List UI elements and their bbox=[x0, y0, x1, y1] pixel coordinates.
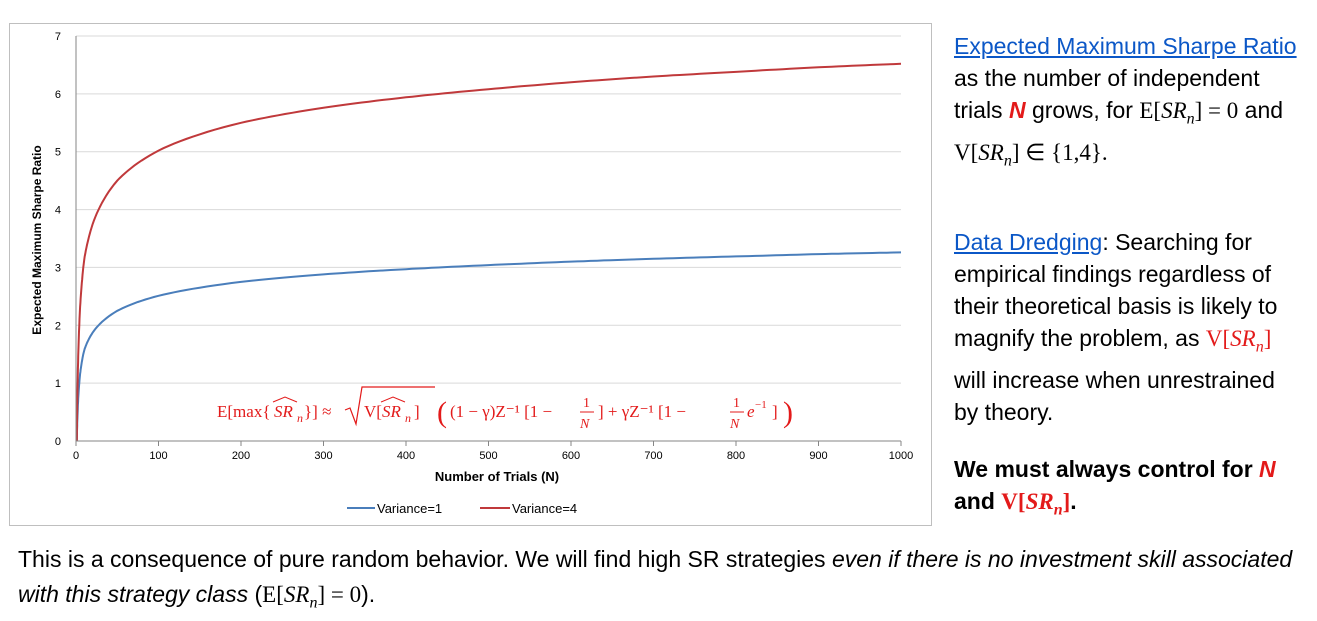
formula-term-1: (1 − γ)Z⁻¹ [1 − bbox=[450, 402, 552, 421]
bottom-math-b: ] = 0 bbox=[317, 582, 362, 607]
series-line-variance-1 bbox=[75, 251, 902, 442]
paragraph-expected-max-sharpe: Expected Maximum Sharpe Ratio as the num… bbox=[954, 30, 1299, 177]
bottom-sr: SR bbox=[283, 582, 310, 607]
legend-label-variance-1: Variance=1 bbox=[377, 501, 442, 516]
p3-math-b: ] bbox=[1062, 489, 1071, 514]
p1-text-b: grows, for bbox=[1025, 97, 1140, 123]
p2-sub: n bbox=[1255, 338, 1264, 356]
bottom-text-b: ( bbox=[248, 581, 263, 607]
x-tick-labels: 0 100 200 300 400 500 600 700 800 900 1000 bbox=[73, 441, 913, 462]
y-tick-label: 0 bbox=[55, 436, 61, 448]
x-tick-label: 700 bbox=[644, 450, 662, 462]
series-lines bbox=[75, 62, 902, 442]
p2-math-b: ] bbox=[1263, 326, 1272, 351]
p2-text-a: : Searching for empirical findings regar… bbox=[954, 229, 1278, 351]
p1-N: N bbox=[1008, 97, 1026, 123]
p1-sub-2: n bbox=[1003, 152, 1012, 170]
x-tick-label: 1000 bbox=[889, 450, 913, 462]
formula-hat-1 bbox=[272, 396, 298, 403]
formula-lhs: E[max{ bbox=[217, 402, 270, 421]
p1-math-c: V[ bbox=[954, 139, 979, 165]
formula-sqrt bbox=[344, 386, 435, 427]
p3-sr: SR bbox=[1025, 489, 1054, 514]
p1-math-a: E[ bbox=[1139, 98, 1162, 123]
paragraph-control: We must always control for N and V[SRn]. bbox=[954, 453, 1299, 527]
p2-text-b: will increase when unrestrained by theor… bbox=[954, 366, 1275, 425]
chart-svg: 0 1 2 3 4 5 6 7 0 100 200 300 400 500 600 700 800 900 100… bbox=[30, 31, 913, 516]
formula-term-2: ] + γZ⁻¹ [1 − bbox=[598, 402, 686, 421]
paragraph-data-dredging: Data Dredging: Searching for empirical f… bbox=[954, 226, 1299, 428]
formula-frac-2-den: N bbox=[729, 417, 740, 432]
formula-frac-1-den: N bbox=[579, 417, 590, 432]
p2-math-a: V[ bbox=[1205, 326, 1231, 351]
x-tick-label: 500 bbox=[479, 450, 497, 462]
p3-text-a: We must always control for bbox=[954, 456, 1260, 482]
x-tick-label: 800 bbox=[727, 450, 745, 462]
p1-math-d: ] ∈ {1,4}. bbox=[1011, 139, 1108, 165]
legend-label-variance-4: Variance=4 bbox=[512, 501, 577, 516]
formula-e: e bbox=[747, 402, 755, 421]
link-expected-maximum-sharpe-ratio[interactable]: Expected Maximum Sharpe Ratio bbox=[954, 33, 1297, 59]
formula-mid: }] ≈ bbox=[304, 402, 331, 421]
formula-e-exp: −1 bbox=[755, 399, 767, 411]
y-tick-label: 2 bbox=[55, 320, 61, 332]
x-tick-label: 200 bbox=[232, 450, 250, 462]
p1-sr-2: SR bbox=[978, 139, 1004, 165]
p3-sub: n bbox=[1053, 501, 1063, 519]
formula-big-close: ) bbox=[783, 396, 793, 429]
formula-v-close: ] bbox=[414, 402, 420, 421]
bottom-sub: n bbox=[309, 594, 318, 612]
y-tick-label: 6 bbox=[55, 89, 61, 101]
chart-frame: 0 1 2 3 4 5 6 7 0 100 200 300 400 500 600 700 800 900 100… bbox=[9, 23, 932, 526]
x-axis-label: Number of Trials (N) bbox=[435, 469, 559, 484]
bottom-italic: even if there is no investment skill ass… bbox=[18, 546, 1293, 607]
formula-hat-2 bbox=[380, 396, 406, 403]
formula-sub-2: n bbox=[405, 411, 411, 425]
x-tick-label: 100 bbox=[149, 450, 167, 462]
p1-sr-1: SR bbox=[1161, 98, 1187, 123]
x-tick-label: 400 bbox=[397, 450, 415, 462]
x-tick-label: 600 bbox=[562, 450, 580, 462]
formula-annotation: E[max{ SR n }] ≈ V[ SR n ] ( (1 − γ)Z⁻¹ … bbox=[217, 386, 793, 432]
link-data-dredging[interactable]: Data Dredging bbox=[954, 229, 1103, 255]
x-tick-label: 900 bbox=[809, 450, 827, 462]
p1-math-b: ] = 0 bbox=[1194, 98, 1239, 123]
x-tick-label: 0 bbox=[73, 450, 79, 462]
formula-term-close: ] bbox=[772, 402, 778, 421]
p2-sr: SR bbox=[1230, 326, 1256, 351]
formula-big-open: ( bbox=[437, 396, 447, 429]
p1-sub-1: n bbox=[1186, 110, 1195, 128]
p3-text-b: and bbox=[954, 488, 1002, 514]
y-axis-label: Expected Maximum Sharpe Ratio bbox=[30, 145, 44, 334]
bottom-math-a: E[ bbox=[262, 582, 284, 607]
p3-math-a: V[ bbox=[1001, 489, 1026, 514]
formula-sub-1: n bbox=[297, 411, 303, 425]
p3-N: N bbox=[1259, 456, 1276, 482]
x-tick-label: 300 bbox=[314, 450, 332, 462]
bottom-text-c: ). bbox=[361, 581, 376, 607]
formula-frac-2-num: 1 bbox=[733, 396, 740, 411]
y-tick-label: 4 bbox=[55, 205, 61, 217]
bottom-caption: This is a consequence of pure random beh… bbox=[18, 542, 1308, 621]
formula-sr-1: SR bbox=[274, 402, 294, 421]
y-tick-label: 1 bbox=[55, 378, 61, 390]
bottom-text-a: This is a consequence of pure random beh… bbox=[18, 546, 832, 572]
formula-v: V[ bbox=[364, 402, 382, 421]
y-tick-label: 5 bbox=[55, 147, 61, 159]
p1-and: and bbox=[1238, 97, 1284, 123]
p3-text-c: . bbox=[1070, 488, 1077, 514]
gridlines bbox=[76, 35, 901, 384]
y-tick-label: 7 bbox=[55, 31, 61, 43]
legend: Variance=1 Variance=4 bbox=[347, 501, 577, 516]
formula-frac-1-num: 1 bbox=[583, 396, 590, 411]
y-tick-labels: 0 1 2 3 4 5 6 7 bbox=[55, 31, 61, 448]
y-tick-label: 3 bbox=[55, 262, 61, 274]
series-line-variance-4 bbox=[75, 62, 902, 442]
p1-text-a: as the number of independent trials bbox=[954, 65, 1260, 123]
formula-sr-2: SR bbox=[382, 402, 402, 421]
